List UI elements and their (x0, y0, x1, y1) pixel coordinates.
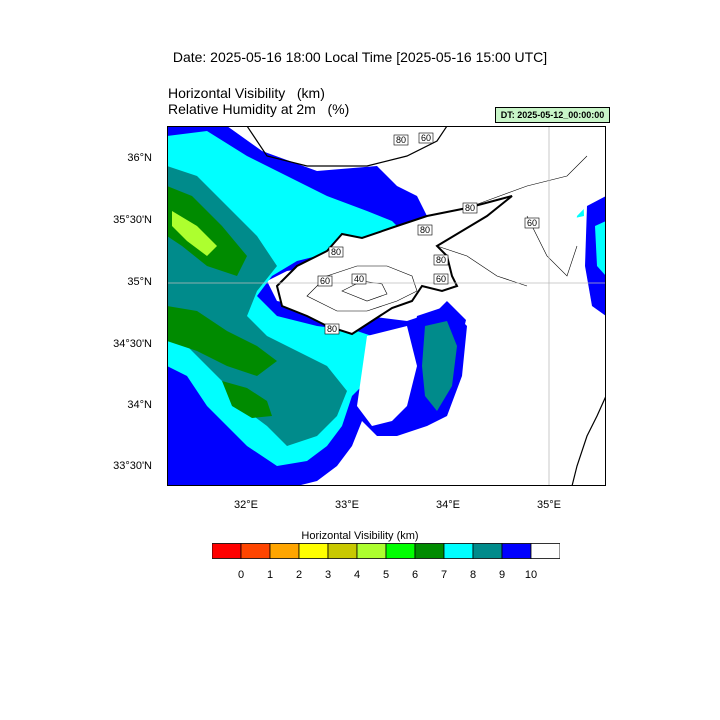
contour-label-box (324, 323, 340, 335)
contour-label: 60 (421, 133, 431, 143)
lat-tick-label: 35°N (127, 276, 152, 288)
colorbar-label: 3 (324, 569, 332, 581)
contour-label: 80 (420, 225, 430, 235)
visibility-field-east-8 (595, 221, 606, 276)
visibility-field-7km-south (167, 306, 277, 376)
clear-area-south (357, 326, 417, 426)
colorbar-swatch (212, 543, 242, 559)
lat-tick-label: 36°N (127, 152, 152, 164)
colorbar-label: 2 (295, 569, 303, 581)
contour-label-box (351, 273, 367, 285)
colorbar-swatch (530, 543, 560, 559)
lat-tick-label: 35°30'N (113, 214, 152, 226)
lon-tick-label: 32°E (234, 499, 258, 511)
colorbar-label: 0 (237, 569, 245, 581)
colorbar (212, 543, 560, 559)
lat-tick-label: 34°N (127, 399, 152, 411)
contour-label-box (433, 254, 449, 266)
contour-label: 80 (327, 324, 337, 334)
colorbar-label: 4 (353, 569, 361, 581)
colorbar-swatch (385, 543, 416, 559)
map-border (167, 126, 606, 486)
lat-tick-label: 34°30'N (113, 338, 152, 350)
contour-label-box (393, 134, 409, 146)
lat-tick-label: 33°30'N (113, 460, 152, 472)
colorbar-label: 6 (411, 569, 419, 581)
dt-badge: DT: 2025-05-12_00:00:00 (495, 107, 610, 123)
contour-label: 60 (320, 276, 330, 286)
contour-label: 80 (436, 255, 446, 265)
visibility-field-5km (172, 211, 217, 256)
colorbar-title: Horizontal Visibility (km) (301, 530, 419, 542)
title-humidity: Relative Humidity at 2m (%) (168, 101, 350, 117)
colorbar-swatch (414, 543, 445, 559)
colorbar-swatch (298, 543, 329, 559)
coastline-north (246, 126, 448, 167)
clear-area-northeast (427, 126, 606, 406)
contour-label: 40 (354, 274, 364, 284)
contour-label-box (328, 246, 344, 258)
contour-label: 60 (527, 218, 537, 228)
visibility-field-7km (167, 186, 247, 276)
contour-label: 80 (396, 135, 406, 145)
colorbar-label: 1 (266, 569, 274, 581)
contour-label-box (317, 275, 333, 287)
colorbar-swatch (327, 543, 358, 559)
colorbar-label: 8 (469, 569, 477, 581)
contour-label: 80 (331, 247, 341, 257)
contour-label-box (418, 132, 434, 144)
date-title: Date: 2025-05-16 18:00 Local Time [2025-… (172, 49, 548, 65)
colorbar-swatch (472, 543, 503, 559)
contour-label-box (524, 217, 540, 229)
colorbar-label: 7 (440, 569, 448, 581)
map-panel: 80 60 80 60 80 80 60 40 60 80 80 (167, 126, 606, 486)
contour-label-box (433, 273, 449, 285)
contour-label: 60 (436, 274, 446, 284)
title-visibility: Horizontal Visibility (km) (168, 85, 325, 101)
colorbar-swatch (356, 543, 387, 559)
colorbar-swatch (443, 543, 474, 559)
coastline-east (571, 395, 606, 486)
colorbar-swatch (269, 543, 300, 559)
visibility-field-7km-sw (222, 381, 272, 418)
terrain-contours (306, 155, 588, 312)
lon-tick-label: 33°E (335, 499, 359, 511)
colorbar-label: 5 (382, 569, 390, 581)
contour-label-box (417, 224, 433, 236)
clear-area-southeast (467, 326, 606, 486)
colorbar-label: 9 (498, 569, 506, 581)
colorbar-swatch (240, 543, 271, 559)
lon-tick-label: 35°E (537, 499, 561, 511)
colorbar-label: 10 (524, 569, 538, 581)
lon-tick-label: 34°E (436, 499, 460, 511)
contour-label: 80 (465, 203, 475, 213)
contour-label-box (462, 202, 478, 214)
colorbar-swatch (501, 543, 532, 559)
visibility-field-south-blob-teal (422, 321, 457, 411)
clear-area-north (257, 126, 387, 166)
